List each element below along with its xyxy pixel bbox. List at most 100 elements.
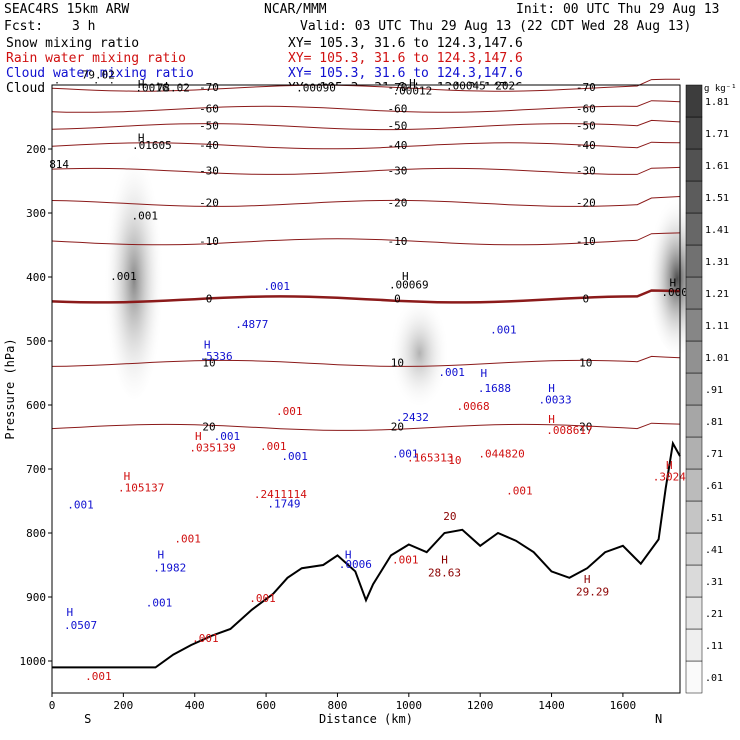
field-annotation: 202 bbox=[495, 79, 515, 92]
snow-shading-plume bbox=[389, 289, 450, 405]
colorbar-label: 1.01 bbox=[705, 353, 729, 364]
field-snow-label: Snow mixing ratio bbox=[6, 36, 140, 51]
xy-cloud-water: XY= 105.3, 31.6 to 124.3,147.6 bbox=[288, 66, 523, 81]
field-annotation: .001 bbox=[214, 430, 241, 443]
colorbar-label: 1.61 bbox=[705, 161, 729, 172]
colorbar-label: .91 bbox=[705, 385, 723, 396]
y-tick-label: 300 bbox=[26, 207, 46, 220]
field-annotation: 20 bbox=[443, 510, 456, 523]
x-tick-label: 800 bbox=[328, 699, 348, 712]
contour-label: -20 bbox=[576, 196, 596, 209]
field-annotation: .001 bbox=[276, 405, 303, 418]
temperature-contour bbox=[51, 196, 681, 207]
field-annotation: .001 bbox=[392, 447, 419, 460]
field-annotation: .105137 bbox=[118, 481, 164, 494]
field-annotation: .0033 bbox=[539, 394, 572, 407]
field-annotation: .1982 bbox=[153, 561, 186, 574]
colorbar-label: .51 bbox=[705, 513, 723, 524]
colorbar-swatch bbox=[685, 468, 703, 502]
field-annotation: .001 bbox=[67, 499, 94, 512]
model-title: SEAC4RS 15km ARW bbox=[4, 2, 130, 17]
field-annotation: 29.29 bbox=[576, 586, 609, 599]
contour-label: 0 bbox=[582, 292, 589, 305]
colorbar-label: .31 bbox=[705, 577, 723, 588]
valid-time: Valid: 03 UTC Thu 29 Aug 13 (22 CDT Wed … bbox=[300, 19, 692, 34]
init-time: Init: 00 UTC Thu 29 Aug 13 bbox=[516, 2, 720, 17]
field-annotation: .2411114 bbox=[254, 488, 307, 501]
contour-label: -60 bbox=[576, 102, 596, 115]
field-annotation: .1688 bbox=[478, 382, 511, 395]
field-annotation: .001 bbox=[506, 485, 533, 498]
xy-snow: XY= 105.3, 31.6 to 124.3,147.6 bbox=[288, 36, 523, 51]
y-tick-label: 800 bbox=[26, 527, 46, 540]
colorbar-label: 1.51 bbox=[705, 193, 729, 204]
x-tick-label: 1400 bbox=[538, 699, 565, 712]
contour-label: -60 bbox=[199, 102, 219, 115]
field-annotation: H bbox=[666, 459, 673, 472]
field-annotation: .1749 bbox=[267, 497, 300, 510]
terrain-line bbox=[52, 440, 681, 669]
field-annotation: .5336 bbox=[200, 350, 233, 363]
field-cloud-water-label: Cloud water mixing ratio bbox=[6, 66, 194, 81]
snow-shading-plume bbox=[104, 136, 165, 399]
temperature-contour bbox=[51, 141, 681, 150]
field-annotation: .000 bbox=[661, 286, 688, 299]
field-annotation: H bbox=[124, 470, 131, 483]
y-tick-label: 600 bbox=[26, 399, 46, 412]
temperature-contour bbox=[51, 232, 681, 246]
field-annotation: .001 bbox=[490, 323, 517, 336]
colorbar-swatch bbox=[685, 212, 703, 246]
field-annotation: .035139 bbox=[189, 442, 235, 455]
field-annotation: .00045 bbox=[446, 79, 486, 92]
contour-label: -10 bbox=[199, 235, 219, 248]
forecast-label: Fcst: bbox=[4, 19, 44, 34]
colorbar-swatch bbox=[685, 596, 703, 630]
contour-label: -70 bbox=[576, 81, 596, 94]
field-annotation: 814 bbox=[49, 158, 69, 171]
x-axis-title: Distance (km) bbox=[319, 712, 413, 726]
x-tick-label: 400 bbox=[185, 699, 205, 712]
contour-label: -50 bbox=[387, 120, 407, 133]
y-tick-label: 400 bbox=[26, 271, 46, 284]
temperature-contour bbox=[51, 119, 681, 131]
colorbar-swatch bbox=[685, 276, 703, 310]
org-label: NCAR/MMM bbox=[264, 2, 327, 17]
north-label: N bbox=[655, 712, 662, 726]
contour-label: 0 bbox=[206, 292, 213, 305]
contour-label: -40 bbox=[199, 139, 219, 152]
field-annotation: .001 bbox=[110, 270, 137, 283]
field-annotation: H bbox=[548, 413, 555, 426]
contour-label: 20 bbox=[579, 420, 592, 433]
field-annotation: .3024 bbox=[653, 471, 686, 484]
field-annotation: H bbox=[402, 270, 409, 283]
field-annotation: .00090 bbox=[296, 81, 336, 94]
field-annotation: .00012 bbox=[393, 85, 433, 98]
field-annotation: H bbox=[441, 554, 448, 567]
contour-label: 20 bbox=[202, 420, 215, 433]
field-annotation: H bbox=[138, 131, 145, 144]
field-annotation: .001 bbox=[146, 597, 173, 610]
colorbar-label: 1.11 bbox=[705, 321, 729, 332]
colorbar-swatch bbox=[685, 148, 703, 182]
contour-label: -70 bbox=[199, 81, 219, 94]
y-tick-label: 500 bbox=[26, 335, 46, 348]
field-annotation: .001 bbox=[132, 209, 159, 222]
field-annotation: .0068 bbox=[456, 400, 489, 413]
colorbar-label: 1.81 bbox=[705, 97, 729, 108]
contour-label: -30 bbox=[199, 164, 219, 177]
y-tick-label: 700 bbox=[26, 463, 46, 476]
temperature-contour bbox=[51, 100, 681, 113]
forecast-hour: 3 h bbox=[72, 19, 96, 34]
colorbar-swatch bbox=[685, 116, 703, 150]
field-annotation: 78.02 bbox=[157, 81, 190, 94]
colorbar-unit: g kg⁻¹ bbox=[704, 84, 737, 94]
contour-label: -30 bbox=[576, 164, 596, 177]
field-annotation: H bbox=[670, 277, 677, 290]
colorbar-swatch bbox=[685, 340, 703, 374]
colorbar-label: .61 bbox=[705, 481, 723, 492]
field-annotation: .001 bbox=[438, 366, 465, 379]
colorbar-swatch bbox=[685, 500, 703, 534]
colorbar-swatch bbox=[685, 404, 703, 438]
colorbar-label: .01 bbox=[705, 673, 723, 684]
